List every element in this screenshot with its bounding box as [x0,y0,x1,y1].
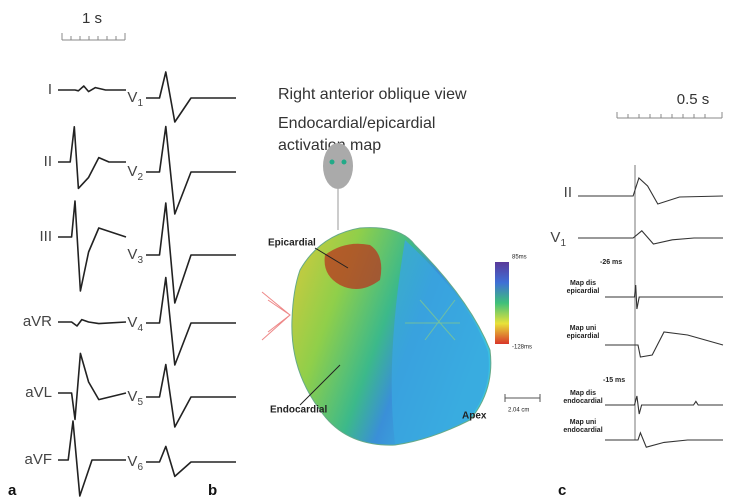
lead-subscript: 1 [137,98,143,109]
lead-letter: V [127,89,137,106]
trace [146,127,236,215]
lead-label: III [39,228,52,245]
lead-letter: V [127,388,137,405]
trace [605,332,723,357]
lead-label: V3 [127,246,143,266]
lead-letter: V [127,163,137,180]
panel-label: b [208,482,217,499]
lead-label: II [44,153,52,170]
lead-label: aVF [24,451,52,468]
lead-label: II [564,184,572,201]
trace [605,396,723,414]
lead-label: V4 [127,314,143,334]
trace [58,127,126,189]
channel-label: endocardial [563,427,602,434]
axis-arrow [262,292,290,340]
trace [58,353,126,419]
channel-label: Map dis [570,390,596,397]
lead-label: V1 [127,89,143,109]
lead-subscript: 5 [137,397,143,408]
trace [578,178,723,204]
lead-subscript: 3 [137,255,143,266]
panel-label: a [8,482,17,499]
colorbar-label: 85ms [512,255,527,261]
trace [58,86,126,92]
scale-bar [505,394,540,402]
lead-label: aVL [25,384,52,401]
scale-bar [617,112,722,118]
trace [578,231,723,244]
lead-label: V5 [127,388,143,408]
lead-letter: V [550,229,560,246]
channel-label: epicardial [567,288,600,295]
lead-label: I [48,81,52,98]
channel-label: Map dis [570,280,596,287]
lead-subscript: 6 [137,462,143,473]
channel-label: endocardial [563,398,602,405]
lead-subscript: 1 [560,238,566,249]
channel-label: Map uni [570,325,596,332]
panel-label: c [558,482,566,499]
figure: 1 s Right anterior oblique view Endocard… [0,0,731,501]
lead-letter: V [127,246,137,263]
trace [146,203,236,303]
channel-label: Map uni [570,419,596,426]
trace [146,278,236,366]
annotation: Endocardial [270,405,327,416]
title-line: Endocardial/epicardial [278,115,435,132]
scale-label: 1 s [82,10,102,27]
scale-label: 2.04 cm [508,408,529,414]
trace [58,421,126,496]
lead-subscript: 2 [137,172,143,183]
trace [146,365,236,428]
trace [605,285,723,309]
colorbar-label: -128ms [512,345,532,351]
head-icon [323,143,353,189]
delay-label: -15 ms [603,377,625,384]
lead-letter: V [127,453,137,470]
title-line: Right anterior oblique view [278,86,467,103]
colorbar [495,262,509,344]
delay-label: -26 ms [600,259,622,266]
annotation: Apex [462,411,487,422]
annotation: Epicardial [268,238,316,249]
lead-letter: V [127,314,137,331]
trace [605,433,723,447]
lead-label: V6 [127,453,143,473]
eye [342,160,347,165]
trace [58,201,126,291]
lead-subscript: 4 [137,323,143,334]
channel-label: epicardial [567,333,600,340]
trace [58,320,126,326]
eye [330,160,335,165]
scale-label: 0.5 s [677,91,710,108]
lead-label: aVR [23,313,52,330]
scale-bar [62,33,125,40]
lead-label: V1 [550,229,566,249]
lead-label: V2 [127,163,143,183]
trace [146,446,236,476]
trace [146,72,236,122]
